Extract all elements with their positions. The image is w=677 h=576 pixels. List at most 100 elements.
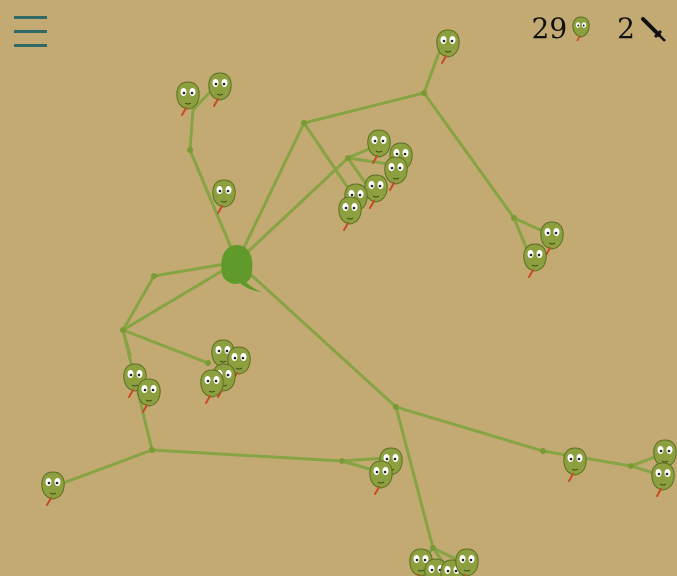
hamburger-menu-icon-bar [14, 30, 47, 33]
snake-head-icon [572, 16, 590, 42]
snake-pupil [137, 373, 141, 377]
snake-tongue [441, 55, 447, 64]
snake-tongue [374, 486, 380, 495]
snake-head[interactable] [436, 29, 460, 64]
snake-pupil [151, 388, 155, 392]
snake-head-body [338, 196, 362, 225]
snake-head-body [455, 548, 479, 576]
vine-node [187, 147, 193, 153]
menu-button[interactable] [14, 16, 48, 50]
snake-tongue [128, 389, 134, 398]
snake-mouth [145, 399, 153, 402]
snake-head[interactable] [227, 346, 251, 381]
snake-tongue [142, 404, 148, 413]
snake-tongue [217, 205, 223, 214]
vine-segment [188, 108, 195, 152]
vine-node [149, 447, 155, 453]
snake-pupil [352, 206, 356, 210]
snake-mouth [220, 200, 228, 203]
snake-head[interactable] [369, 460, 393, 495]
snake-head[interactable] [41, 471, 65, 506]
vine-node [151, 273, 157, 279]
vine-node [421, 90, 427, 96]
snake-pupil [529, 253, 533, 257]
vine-segment [121, 260, 239, 332]
snake-mouth [392, 177, 400, 180]
snake-head[interactable] [540, 221, 564, 256]
snake-head-body [563, 447, 587, 476]
snake-pupil [390, 166, 394, 170]
snake-head[interactable] [176, 81, 200, 116]
vine-node [339, 458, 345, 464]
player-creature-body[interactable] [221, 245, 262, 292]
snake-head[interactable] [212, 179, 236, 214]
vine-node [120, 327, 126, 333]
hud-counters: 29 2 [532, 12, 667, 46]
snake-tongue [545, 247, 551, 256]
snake-mouth [208, 390, 216, 393]
snake-mouth [235, 367, 243, 370]
snake-head[interactable] [137, 378, 161, 413]
snake-pupil [423, 558, 427, 562]
snake-pupil [358, 193, 362, 197]
snake-tongue [372, 155, 378, 164]
player-creature[interactable] [221, 245, 262, 292]
snake-mouth [216, 93, 224, 96]
snake-pupil [370, 184, 374, 188]
sword-count: 2 [617, 12, 635, 45]
snake-tongue [369, 200, 375, 209]
snake-head[interactable] [651, 462, 675, 497]
snake-head-body [540, 221, 564, 250]
snake-head[interactable] [367, 129, 391, 164]
snake-head[interactable] [384, 156, 408, 191]
snake-tongue [205, 395, 211, 404]
snake-head-body [436, 29, 460, 58]
snake-mouth [49, 492, 57, 495]
vine-segment [340, 456, 387, 463]
vine-segment [191, 90, 212, 112]
snake-pupil [469, 558, 473, 562]
snake-head-body [176, 81, 200, 110]
snake-pupil [454, 569, 458, 573]
snake-pupil [395, 152, 399, 156]
vine-segment [302, 121, 350, 190]
snake-head-body [200, 369, 224, 398]
snake-pupil [537, 253, 541, 257]
snake-pupil [233, 356, 237, 360]
snake-pupil [182, 91, 186, 95]
vine-segment [235, 156, 350, 264]
snake-pupil [143, 388, 147, 392]
snake-pupil [214, 379, 218, 383]
snake-head[interactable] [364, 174, 388, 209]
snake-pupil [344, 206, 348, 210]
snake-head[interactable] [338, 196, 362, 231]
snake-head[interactable] [455, 548, 479, 576]
vine-segment [150, 448, 344, 463]
vine-node [393, 404, 399, 410]
snake-swarm [41, 29, 677, 576]
vine-node [540, 448, 546, 454]
snake-head[interactable] [563, 447, 587, 482]
snake-pupil [385, 457, 389, 461]
snake-mouth [184, 102, 192, 105]
snake-pupil [375, 470, 379, 474]
snake-head-body [523, 243, 547, 272]
snake-tongue [656, 488, 662, 497]
vine-network [56, 48, 662, 574]
snake-pupil [378, 184, 382, 188]
vine-node [628, 463, 634, 469]
snake-mouth [417, 569, 425, 572]
snake-pupil [214, 82, 218, 86]
snake-mouth [661, 460, 669, 463]
snake-pupil [430, 568, 434, 572]
snake-head[interactable] [208, 72, 232, 107]
vine-node [205, 360, 211, 366]
vine-segment [188, 148, 239, 264]
snake-head[interactable] [523, 243, 547, 278]
snake-head[interactable] [653, 439, 677, 474]
snake-tongue [213, 98, 219, 107]
snake-head-body [208, 72, 232, 101]
snake-head[interactable] [200, 369, 224, 404]
snake-mouth [444, 50, 452, 53]
